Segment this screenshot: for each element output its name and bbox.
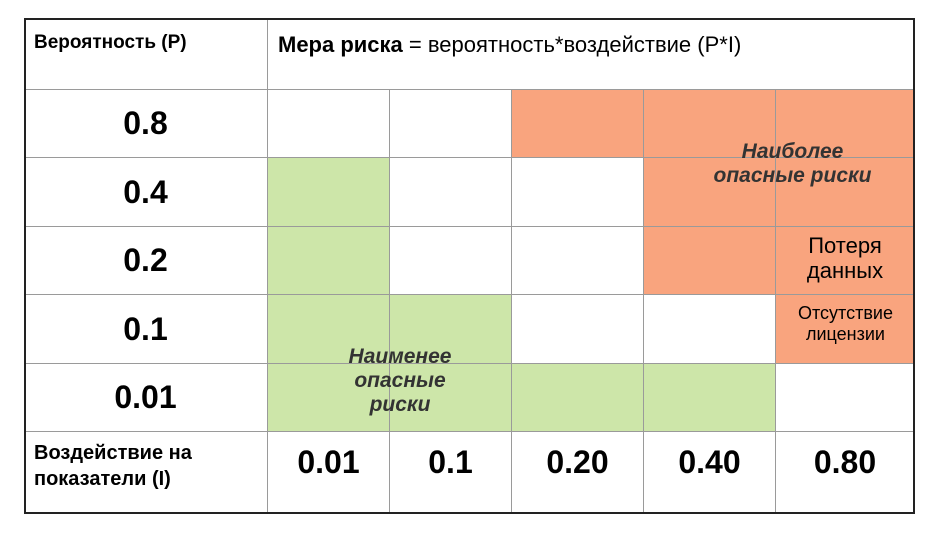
matrix-cell [268, 158, 390, 227]
row-label: 0.2 [24, 227, 268, 295]
matrix-cell [644, 295, 776, 364]
matrix-cell [512, 364, 644, 432]
header-probability: Вероятность (P) [24, 18, 268, 90]
matrix-cell [776, 90, 915, 158]
matrix-cell [390, 364, 512, 432]
matrix-cell [268, 364, 390, 432]
row-label: 0.8 [24, 90, 268, 158]
matrix-cell [644, 158, 776, 227]
matrix-cell [268, 227, 390, 295]
matrix-cell [512, 227, 644, 295]
matrix-cell [644, 90, 776, 158]
matrix-cell [776, 227, 915, 295]
annotation: Наименее опасные риски [348, 345, 452, 417]
header-measure: Мера риска = вероятность*воздействие (P*… [268, 18, 915, 90]
impact-label: 0.01 [268, 432, 390, 514]
annotation: Потеря данных [806, 233, 884, 284]
matrix-cell [512, 158, 644, 227]
matrix-cell [390, 295, 512, 364]
row-label: 0.01 [24, 364, 268, 432]
impact-label: 0.1 [390, 432, 512, 514]
annotation: Наиболее опасные риски [713, 140, 872, 188]
matrix-cell [390, 158, 512, 227]
impact-label: 0.40 [644, 432, 776, 514]
impact-label: 0.20 [512, 432, 644, 514]
text: = вероятность*воздействие (P*I) [402, 32, 742, 57]
matrix-cell [268, 295, 390, 364]
text: Мера риска [278, 32, 403, 57]
matrix-cell [644, 227, 776, 295]
annotation: Отсутствие лицензии [798, 303, 893, 344]
matrix-cell [512, 295, 644, 364]
matrix-cell [644, 364, 776, 432]
matrix-cell [776, 295, 915, 364]
matrix-cell [390, 227, 512, 295]
matrix-cell [268, 90, 390, 158]
impact-label: 0.80 [776, 432, 915, 514]
matrix-cell [390, 90, 512, 158]
matrix-cell [512, 90, 644, 158]
footer-label: Воздействие на показатели (I) [24, 432, 268, 514]
row-label: 0.4 [24, 158, 268, 227]
matrix-cell [776, 364, 915, 432]
row-label: 0.1 [24, 295, 268, 364]
